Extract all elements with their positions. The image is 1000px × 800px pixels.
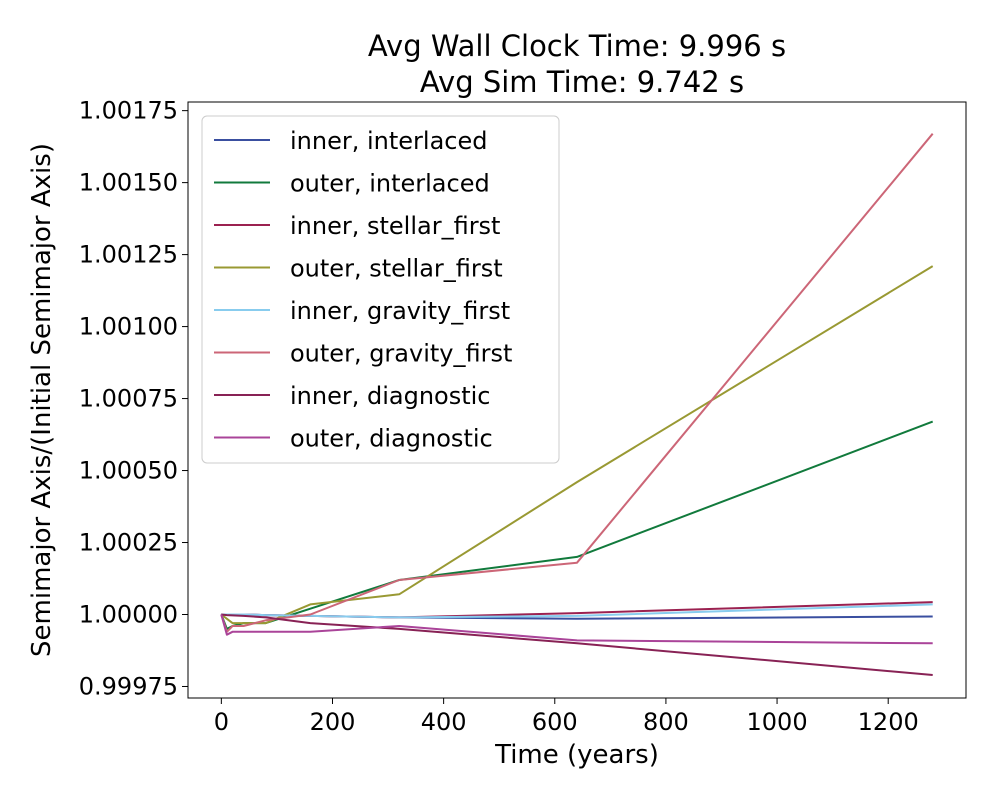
x-tick-label: 800	[643, 708, 689, 736]
y-axis: 0.99975 1.00000 1.00025 1.00050 1.00075 1.001…	[79, 97, 188, 700]
legend-label-0: inner, interlaced	[290, 127, 487, 155]
y-tick-label: 1.00075	[79, 385, 178, 413]
series-line-7	[220, 614, 933, 645]
x-tick-label: 200	[310, 708, 356, 736]
y-tick-label: 1.00125	[79, 241, 178, 269]
y-tick-label: 1.00050	[79, 457, 178, 485]
series-line-5	[220, 133, 934, 633]
legend: inner, interlaced outer, interlaced inner,…	[201, 115, 560, 464]
x-axis-label: Time (years)	[494, 740, 659, 770]
x-tick-label: 1000	[747, 708, 808, 736]
legend-label-4: inner, gravity_first	[290, 297, 510, 325]
series-line-6	[221, 613, 933, 676]
x-tick-label: 400	[421, 708, 467, 736]
chart-title: Avg Wall Clock Time: 9.996 s Avg Sim Tim…	[368, 29, 786, 99]
legend-label-6: inner, diagnostic	[290, 382, 491, 410]
y-tick-label: 0.99975	[79, 672, 178, 700]
chart-title-line-1: Avg Wall Clock Time: 9.996 s	[368, 29, 786, 63]
y-tick-label: 1.00000	[79, 601, 178, 629]
y-tick-label: 1.00150	[79, 169, 178, 197]
x-axis: 0 200 400 600 800 1000 1200	[214, 698, 919, 736]
y-axis-label: Semimajor Axis/(Initial Semimajor Axis)	[27, 143, 57, 657]
legend-label-1: outer, interlaced	[290, 170, 490, 198]
series-line-3	[220, 265, 934, 625]
x-tick-label: 0	[214, 708, 229, 736]
legend-box	[201, 115, 560, 464]
x-tick-label: 1200	[858, 708, 919, 736]
y-tick-label: 1.00100	[79, 313, 178, 341]
chart-title-line-2: Avg Sim Time: 9.742 s	[420, 65, 744, 99]
legend-label-2: inner, stellar_first	[290, 212, 500, 240]
series-layer	[220, 133, 934, 676]
legend-label-7: outer, diagnostic	[290, 425, 493, 453]
legend-label-5: outer, gravity_first	[290, 340, 512, 368]
plot-frame	[187, 101, 967, 699]
y-tick-label: 1.00175	[79, 97, 178, 125]
x-tick-label: 600	[532, 708, 578, 736]
y-tick-label: 1.00025	[79, 529, 178, 557]
legend-label-3: outer, stellar_first	[290, 255, 503, 283]
